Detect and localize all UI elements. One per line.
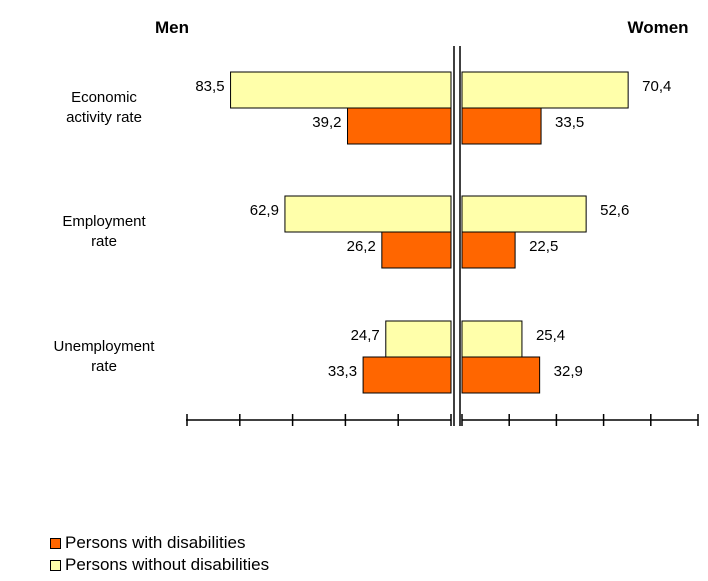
value-label-women-unemployment-with-disabilities: 32,9 [554, 363, 583, 380]
category-label-unemployment: Unemployment rate [54, 338, 156, 375]
bar-women-unemployment-with-disabilities [461, 356, 541, 394]
bar-men-economic-without-disabilities [230, 71, 452, 109]
value-label-men-employment-without-disabilities: 62,9 [250, 202, 279, 219]
panel-title-women: Women [627, 18, 688, 37]
legend-label-with-disabilities: Persons with disabilities [65, 533, 246, 552]
value-label-men-economic-with-disabilities: 39,2 [312, 114, 341, 131]
bar-men-employment-without-disabilities [284, 195, 452, 233]
axes-group [186, 46, 699, 426]
bar-men-unemployment-with-disabilities [362, 356, 452, 394]
bar-women-employment-with-disabilities [461, 231, 516, 269]
chart-area: Men Women 83,5 70,4 39,2 33,5 Economic activi… [54, 18, 699, 426]
legend: Persons with disabilities Persons withou… [50, 532, 269, 576]
value-label-women-unemployment-without-disabilities: 25,4 [536, 327, 565, 344]
labels-group: 83,5 70,4 39,2 33,5 Economic activity rate 62,… [54, 78, 672, 380]
legend-swatch-with-disabilities [50, 537, 61, 549]
bar-women-employment-without-disabilities [461, 195, 587, 233]
legend-swatch-without-disabilities [50, 559, 61, 571]
bars-group [230, 71, 629, 394]
value-label-women-employment-with-disabilities: 22,5 [529, 238, 558, 255]
bar-women-economic-with-disabilities [461, 107, 542, 145]
value-label-men-unemployment-with-disabilities: 33,3 [328, 363, 357, 380]
bar-men-economic-with-disabilities [347, 107, 452, 145]
value-label-women-economic-with-disabilities: 33,5 [555, 114, 584, 131]
value-label-women-economic-without-disabilities: 70,4 [642, 78, 671, 95]
legend-item-without-disabilities: Persons without disabilities [50, 554, 269, 576]
bar-women-economic-without-disabilities [461, 71, 629, 109]
panel-title-men: Men [155, 18, 189, 37]
bar-men-unemployment-without-disabilities [385, 320, 452, 358]
category-label-employment: Employment rate [62, 213, 146, 250]
legend-label-without-disabilities: Persons without disabilities [65, 555, 270, 574]
category-label-economic: Economic activity rate [66, 89, 142, 126]
value-label-women-employment-without-disabilities: 52,6 [600, 202, 629, 219]
value-label-men-unemployment-without-disabilities: 24,7 [351, 327, 380, 344]
value-label-men-economic-without-disabilities: 83,5 [195, 78, 224, 95]
bar-men-employment-with-disabilities [381, 231, 452, 269]
value-label-men-employment-with-disabilities: 26,2 [347, 238, 376, 255]
legend-item-with-disabilities: Persons with disabilities [50, 532, 269, 554]
bar-women-unemployment-without-disabilities [461, 320, 523, 358]
